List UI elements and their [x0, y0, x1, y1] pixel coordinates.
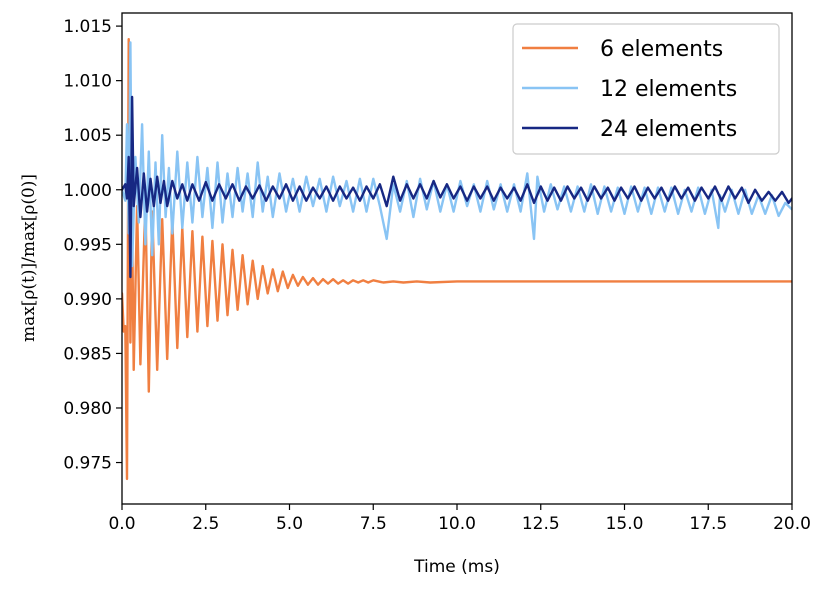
legend-label: 24 elements	[600, 117, 737, 142]
y-tick-label: 0.975	[63, 454, 112, 474]
y-tick-label: 1.005	[63, 126, 112, 146]
x-tick-label: 12.5	[522, 514, 560, 534]
series-line-1	[122, 38, 792, 481]
x-axis-label: Time (ms)	[413, 557, 500, 577]
series-line-2	[122, 41, 792, 268]
series-layer	[122, 38, 792, 481]
y-tick-label: 1.015	[63, 17, 112, 37]
legend-label: 6 elements	[600, 37, 723, 62]
y-tick-label: 0.980	[63, 399, 112, 419]
x-tick-label: 15.0	[606, 514, 644, 534]
legend-box	[512, 23, 780, 155]
x-tick-label: 7.5	[360, 514, 387, 534]
legend-label: 12 elements	[600, 77, 737, 102]
series-line-3	[122, 95, 792, 279]
x-tick-label: 5.0	[276, 514, 303, 534]
y-tick-label: 1.010	[63, 72, 112, 92]
y-tick-label: 0.995	[63, 235, 112, 255]
y-tick-label: 1.000	[63, 181, 112, 201]
x-tick-label: 0.0	[108, 514, 135, 534]
x-tick-label: 20.0	[773, 514, 811, 534]
x-tick-label: 17.5	[689, 514, 727, 534]
y-tick-label: 0.985	[63, 344, 112, 364]
x-tick-label: 2.5	[192, 514, 219, 534]
legend: 6 elements 12 elements 24 elements	[512, 23, 780, 155]
y-tick-label: 0.990	[63, 290, 112, 310]
y-axis-label: max[ρ(t)]/max[ρ(0)]	[19, 174, 39, 342]
x-axis: 0.0 2.5 5.0 7.5 10.0 12.5 15.0 17.5 20.0	[108, 504, 811, 534]
x-tick-label: 10.0	[438, 514, 476, 534]
y-axis: 0.975 0.980 0.985 0.990 0.995 1.000 1.005 1.010…	[63, 17, 122, 474]
